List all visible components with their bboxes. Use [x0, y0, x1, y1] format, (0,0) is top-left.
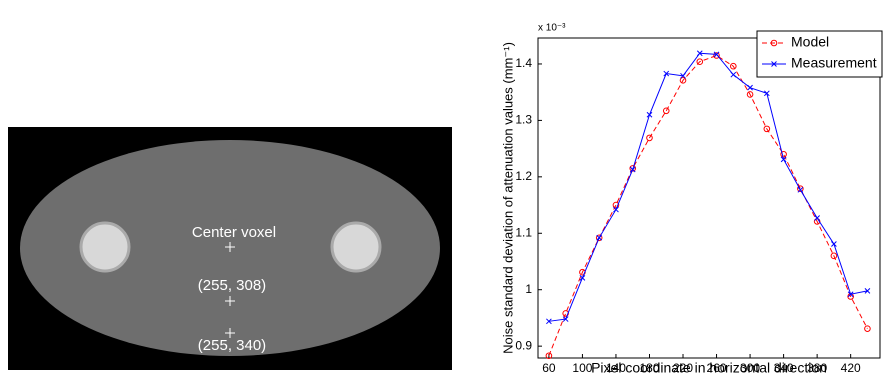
- x-tick-label: 140: [606, 361, 626, 375]
- image-label: Center voxel: [192, 224, 276, 241]
- x-tick-label: 300: [740, 361, 760, 375]
- x-tick-label: 100: [572, 361, 592, 375]
- y-tick-label: 1.1: [515, 225, 532, 239]
- insert: [81, 223, 129, 271]
- x-tick-label: 260: [707, 361, 727, 375]
- series-line: [549, 55, 868, 355]
- insert: [332, 223, 380, 271]
- legend-label: Model: [791, 34, 829, 50]
- x-tick-label: 340: [774, 361, 794, 375]
- legend-label: Measurement: [791, 55, 877, 71]
- marker: [815, 216, 820, 221]
- series-line: [549, 53, 868, 321]
- x-tick-label: 420: [841, 361, 861, 375]
- y-tick-label: 1.2: [515, 169, 532, 183]
- marker: [731, 72, 736, 77]
- y-tick-label: 0.9: [515, 338, 532, 352]
- marker: [865, 326, 871, 332]
- marker: [748, 85, 753, 90]
- y-axis-label: Noise standard deviation of attenuation …: [500, 42, 515, 354]
- marker: [597, 235, 602, 240]
- x-tick-label: 60: [542, 361, 556, 375]
- x-tick-label: 220: [673, 361, 693, 375]
- y-exponent: x 10⁻³: [538, 23, 566, 34]
- marker: [580, 275, 585, 280]
- plot-area: [538, 38, 880, 358]
- figure: Center voxel (255, 308) (255, 340) x 10⁻…: [0, 0, 884, 376]
- y-tick-label: 1: [525, 282, 532, 296]
- y-tick-label: 1.3: [515, 113, 532, 127]
- x-tick-label: 380: [807, 361, 827, 375]
- x-tick-label: 180: [639, 361, 659, 375]
- marker: [831, 241, 836, 246]
- marker: [647, 112, 652, 117]
- y-tick-label: 1.4: [515, 56, 532, 70]
- image-label: (255, 308): [198, 277, 266, 294]
- image-label: (255, 340): [198, 337, 266, 354]
